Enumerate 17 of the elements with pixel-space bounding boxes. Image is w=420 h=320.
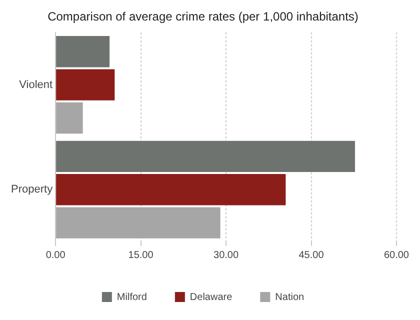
x-tick-label: 15.00 <box>128 250 154 261</box>
legend-label: Milford <box>116 292 147 303</box>
bar <box>56 140 356 172</box>
legend-label: Nation <box>275 292 304 303</box>
y-tick-label: Property <box>10 184 54 196</box>
legend-label: Delaware <box>190 292 233 303</box>
bar <box>56 174 286 206</box>
x-tick-label: 0.00 <box>46 250 66 261</box>
x-tick-label: 30.00 <box>214 250 239 261</box>
bar <box>56 102 83 134</box>
bar <box>56 207 220 238</box>
y-tick-label: Violent <box>19 78 53 91</box>
bar <box>56 69 115 100</box>
x-tick-label: 60.00 <box>384 250 410 261</box>
x-tick-label: 45.00 <box>298 250 324 261</box>
chart-title: Comparison of average crime rates (per 1,000 inhabitants) <box>48 10 358 24</box>
bar <box>56 36 110 68</box>
